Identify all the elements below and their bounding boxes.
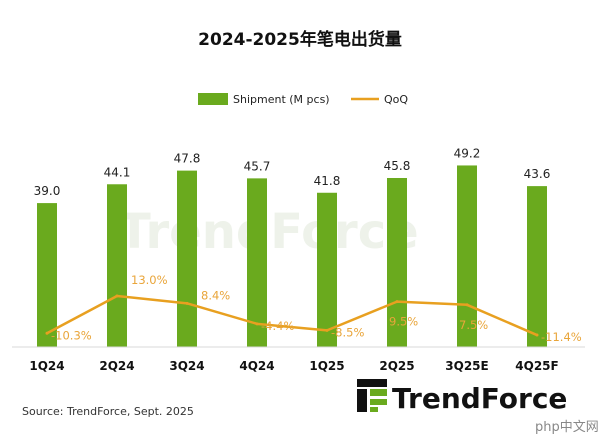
qoq-label: -11.4% — [541, 330, 582, 344]
bar-value-label: 45.7 — [244, 159, 271, 173]
trendforce-logo: TrendForce — [357, 379, 567, 415]
bar-value-label: 43.6 — [524, 167, 551, 181]
bar-1Q24 — [37, 203, 57, 347]
qoq-point — [45, 331, 49, 335]
corner-badge: php中文网 — [535, 420, 599, 435]
qoq-label: 13.0% — [131, 273, 168, 287]
bar-value-label: 44.1 — [104, 165, 131, 179]
bar-2Q24 — [107, 184, 127, 347]
legend-label-qoq: QoQ — [384, 93, 408, 106]
x-tick-label: 4Q24 — [239, 359, 274, 373]
bar-value-label: 39.0 — [34, 184, 61, 198]
legend: Shipment (M pcs) QoQ — [198, 93, 408, 106]
bar-value-label: 49.2 — [454, 146, 481, 160]
bar-1Q25 — [317, 192, 337, 347]
bar-value-label: 47.8 — [174, 152, 201, 166]
bar-3Q25E — [457, 165, 477, 347]
x-tick-label: 3Q24 — [169, 359, 204, 373]
x-tick-label: 1Q24 — [29, 359, 64, 373]
qoq-point — [255, 322, 259, 326]
x-tick-label: 3Q25E — [445, 359, 488, 373]
bar-value-label: 41.8 — [314, 174, 341, 188]
watermark: TrendForce — [118, 204, 419, 260]
x-tick-label: 2Q25 — [379, 359, 414, 373]
qoq-point — [395, 300, 399, 304]
qoq-point — [115, 294, 119, 298]
qoq-label: -10.3% — [51, 328, 92, 342]
chart-title: 2024-2025年笔电出货量 — [198, 29, 402, 50]
x-tick-label: 2Q24 — [99, 359, 134, 373]
qoq-line — [46, 294, 538, 337]
legend-label-shipment: Shipment (M pcs) — [233, 93, 330, 106]
bar-3Q24 — [177, 170, 197, 347]
qoq-label: -4.4% — [261, 319, 294, 333]
qoq-point — [535, 333, 539, 337]
qoq-label: 7.5% — [459, 318, 488, 332]
x-tick-label: 1Q25 — [309, 359, 344, 373]
source-note: Source: TrendForce, Sept. 2025 — [22, 405, 194, 418]
bar-4Q25F — [527, 186, 547, 347]
qoq-point — [325, 328, 329, 332]
qoq-label: 8.4% — [201, 288, 230, 302]
qoq-point — [465, 303, 469, 307]
logo-text: TrendForce — [392, 382, 567, 415]
qoq-point — [185, 301, 189, 305]
bar-4Q24 — [247, 178, 267, 347]
qoq-label: -8.5% — [331, 325, 364, 339]
legend-swatch-shipment — [198, 93, 228, 105]
x-tick-label: 4Q25F — [515, 359, 558, 373]
qoq-label: 9.5% — [389, 315, 418, 329]
bar-value-label: 45.8 — [384, 159, 411, 173]
